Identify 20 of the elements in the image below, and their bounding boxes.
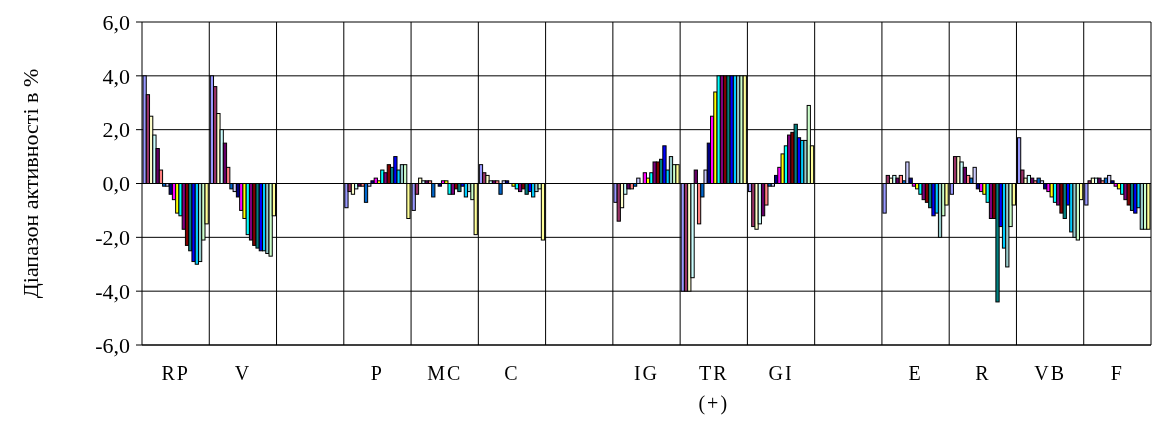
x-tick-label: GI	[768, 362, 794, 384]
y-tick-label: 0,0	[102, 171, 130, 197]
x-tick-label: F	[1110, 362, 1124, 384]
x-tick-label: V	[234, 362, 252, 384]
y-tick-label: 2,0	[102, 117, 130, 143]
y-tick-label: 4,0	[102, 63, 130, 89]
x-tick-label: C	[504, 362, 520, 384]
x-tick-label: MC	[427, 362, 463, 384]
x-tick-label: VB	[1034, 362, 1066, 384]
x-tick-label: RP	[161, 362, 190, 384]
x-tick-label: P	[370, 362, 384, 384]
x-tick-label: TR (+)	[698, 362, 730, 415]
y-axis-title: Діапазон активності в %	[18, 68, 43, 299]
x-tick-label: IG	[633, 362, 660, 384]
y-tick-label: 6,0	[102, 9, 130, 35]
x-tick-label: R	[975, 362, 991, 384]
x-tick-label: E	[908, 362, 923, 384]
y-tick-label: -2,0	[95, 225, 130, 251]
y-tick-label: -4,0	[95, 278, 130, 304]
y-tick-label: -6,0	[95, 332, 130, 358]
